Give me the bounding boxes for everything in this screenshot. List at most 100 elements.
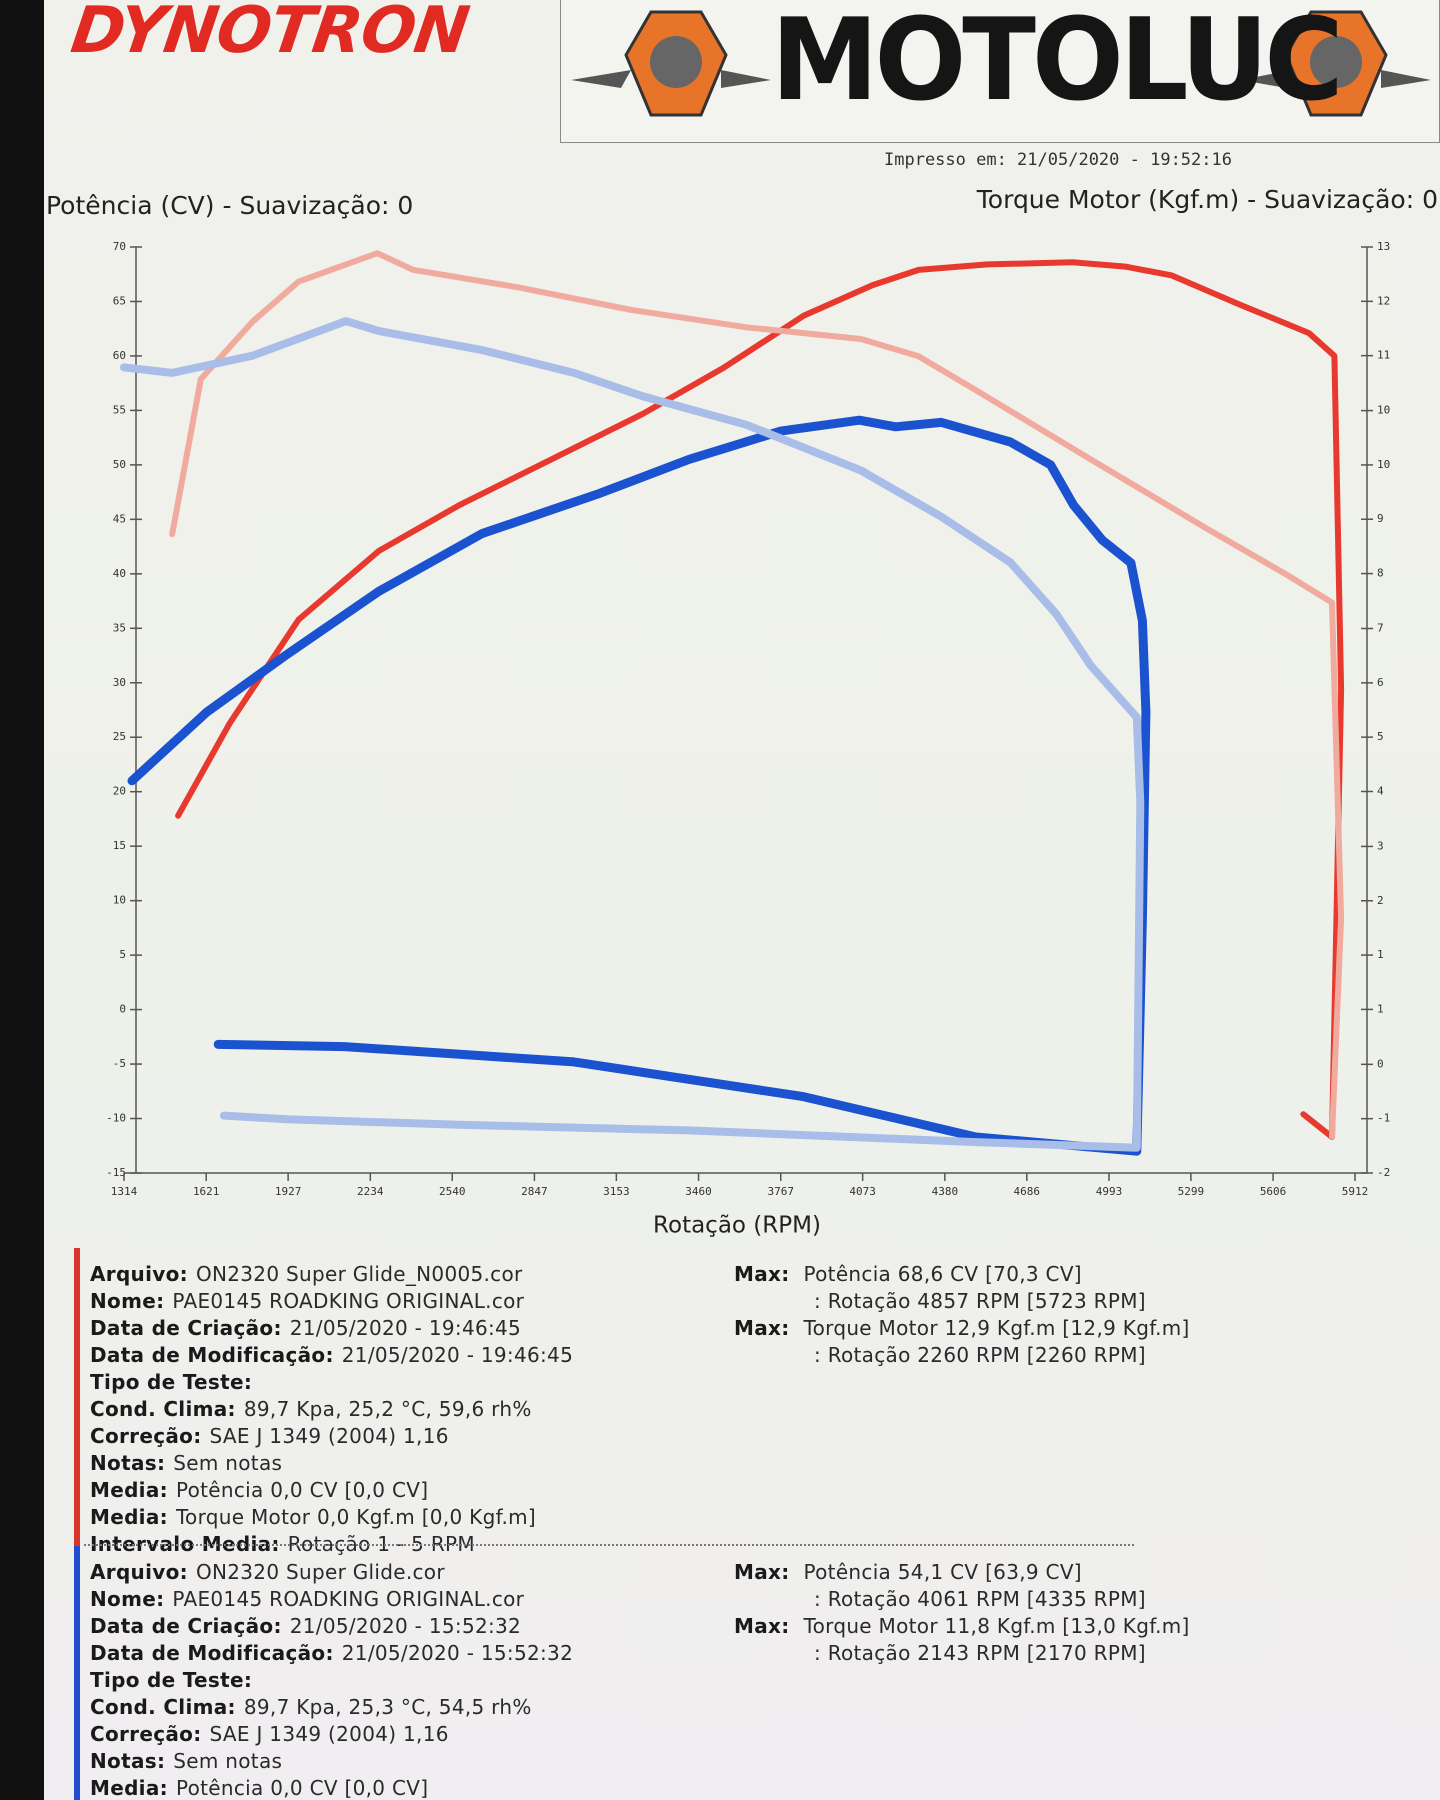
y2-tick-label: 0	[1377, 1057, 1384, 1070]
y2-tick-label: 11	[1377, 349, 1390, 362]
max-line: : Rotação 4061 RPM [4335 RPM]	[814, 1587, 1146, 1611]
y-tick-label: 45	[113, 512, 126, 525]
x-tick-label: 4073	[849, 1185, 876, 1198]
field-label: Arquivo:	[90, 1262, 188, 1286]
max-line: : Rotação 4857 RPM [5723 RPM]	[814, 1289, 1146, 1313]
field-label: Notas:	[90, 1451, 166, 1475]
max-line: : Rotação 2143 RPM [2170 RPM]	[814, 1641, 1146, 1665]
field-value: SAE J 1349 (2004) 1,16	[209, 1424, 449, 1448]
field-value: 89,7 Kpa, 25,2 °C, 59,6 rh%	[243, 1397, 532, 1421]
field-label: Tipo de Teste:	[90, 1668, 253, 1692]
x-tick-label: 1621	[193, 1185, 220, 1198]
y2-tick-label: 3	[1377, 839, 1384, 852]
field-value: Sem notas	[173, 1749, 283, 1773]
y-tick-label: 10	[113, 894, 126, 907]
max-value: : Rotação 4857 RPM [5723 RPM]	[814, 1289, 1146, 1313]
y-tick-label: -15	[106, 1166, 126, 1179]
x-tick-label: 5299	[1178, 1185, 1205, 1198]
field-label: Correção:	[90, 1722, 202, 1746]
max-value: Potência 54,1 CV [63,9 CV]	[803, 1560, 1082, 1584]
run-color-bar	[74, 1248, 80, 1551]
y2-tick-label: 5	[1377, 730, 1384, 743]
y-tick-label: -5	[113, 1057, 126, 1070]
series-line	[127, 415, 1151, 1156]
field-line: Arquivo: ON2320 Super Glide_N0005.cor	[90, 1262, 523, 1286]
y2-tick-label: 6	[1377, 676, 1384, 689]
x-tick-label: 1314	[111, 1185, 138, 1198]
field-line: Notas: Sem notas	[90, 1451, 282, 1475]
x-tick-label: 3767	[767, 1185, 794, 1198]
run-separator	[84, 1544, 1134, 1546]
y2-tick-label: 12	[1377, 294, 1390, 307]
field-label: Nome:	[90, 1289, 165, 1313]
title-left: Potência (CV) - Suavização: 0	[46, 191, 413, 220]
max-line: Max: Torque Motor 12,9 Kgf.m [12,9 Kgf.m]	[734, 1316, 1190, 1340]
emblem-right	[1241, 10, 1431, 117]
field-value: Potência 0,0 CV [0,0 CV]	[175, 1776, 429, 1800]
field-line: Tipo de Teste:	[90, 1668, 260, 1692]
max-value: : Rotação 2260 RPM [2260 RPM]	[814, 1343, 1146, 1367]
x-tick-label: 2540	[439, 1185, 466, 1198]
field-line: Notas: Sem notas	[90, 1749, 282, 1773]
field-line: Media: Potência 0,0 CV [0,0 CV]	[90, 1478, 428, 1502]
y-tick-label: 0	[119, 1003, 126, 1016]
field-value: 21/05/2020 - 15:52:32	[341, 1641, 574, 1665]
field-label: Data de Modificação:	[90, 1641, 334, 1665]
field-label: Tipo de Teste:	[90, 1370, 253, 1394]
field-value: PAE0145 ROADKING ORIGINAL.cor	[172, 1289, 525, 1313]
field-line: Data de Modificação: 21/05/2020 - 19:46:4…	[90, 1343, 573, 1367]
y2-tick-label: -2	[1377, 1166, 1390, 1179]
field-line: Tipo de Teste:	[90, 1370, 260, 1394]
y-tick-label: 35	[113, 621, 126, 634]
field-label: Media:	[90, 1478, 168, 1502]
field-line: Arquivo: ON2320 Super Glide.cor	[90, 1560, 445, 1584]
y2-tick-label: 4	[1377, 784, 1384, 797]
field-label: Media:	[90, 1776, 168, 1800]
y2-tick-label: 1	[1377, 1002, 1384, 1015]
max-label: Max:	[734, 1262, 790, 1286]
field-line: Data de Criação: 21/05/2020 - 19:46:45	[90, 1316, 521, 1340]
field-label: Media:	[90, 1505, 168, 1529]
field-value: 89,7 Kpa, 25,3 °C, 54,5 rh%	[243, 1695, 532, 1719]
y-tick-label: -10	[106, 1112, 126, 1125]
x-tick-label: 4686	[1014, 1185, 1041, 1198]
field-value: Potência 0,0 CV [0,0 CV]	[175, 1478, 429, 1502]
x-tick-label: 3460	[685, 1185, 712, 1198]
max-label: Max:	[734, 1316, 790, 1340]
max-value: Potência 68,6 CV [70,3 CV]	[803, 1262, 1082, 1286]
max-line: Max: Potência 68,6 CV [70,3 CV]	[734, 1262, 1082, 1286]
field-line: Media: Potência 0,0 CV [0,0 CV]	[90, 1776, 428, 1800]
run-info: Arquivo: ON2320 Super Glide_N0005.cor Nome…	[44, 0, 1440, 1800]
series-line	[169, 250, 1345, 1140]
field-value: 21/05/2020 - 19:46:45	[289, 1316, 522, 1340]
printed-date: Impresso em: 21/05/2020 - 19:52:16	[884, 150, 1232, 170]
y2-tick-label: -1	[1377, 1112, 1390, 1125]
x-axis-label: Rotação (RPM)	[653, 1213, 821, 1239]
field-label: Nome:	[90, 1587, 165, 1611]
field-line: Data de Criação: 21/05/2020 - 15:52:32	[90, 1614, 521, 1638]
y2-tick-label: 10	[1377, 404, 1390, 417]
x-tick-label: 4993	[1096, 1185, 1123, 1198]
x-tick-label: 4380	[932, 1185, 959, 1198]
y-tick-label: 50	[113, 458, 126, 471]
field-value: Torque Motor 0,0 Kgf.m [0,0 Kgf.m]	[175, 1505, 537, 1529]
x-tick-label: 2847	[521, 1185, 548, 1198]
field-label: Correção:	[90, 1424, 202, 1448]
max-value: Torque Motor 11,8 Kgf.m [13,0 Kgf.m]	[803, 1614, 1190, 1638]
field-line: Correção: SAE J 1349 (2004) 1,16	[90, 1722, 449, 1746]
series-line	[175, 259, 1345, 1140]
printout: DYNOTRON MOTOLUC Impresso em: 21/05/2020…	[44, 0, 1440, 1800]
field-label: Notas:	[90, 1749, 166, 1773]
y2-tick-label: 7	[1377, 622, 1384, 635]
series-line	[120, 317, 1145, 1152]
field-label: Data de Modificação:	[90, 1343, 334, 1367]
field-line: Data de Modificação: 21/05/2020 - 15:52:3…	[90, 1641, 573, 1665]
field-line: Cond. Clima: 89,7 Kpa, 25,2 °C, 59,6 rh%	[90, 1397, 532, 1421]
y2-tick-label: 13	[1377, 240, 1390, 253]
y-tick-label: 30	[113, 676, 126, 689]
field-line: Cond. Clima: 89,7 Kpa, 25,3 °C, 54,5 rh%	[90, 1695, 532, 1719]
field-value: Sem notas	[173, 1451, 283, 1475]
x-tick-label: 1927	[275, 1185, 302, 1198]
x-tick-label: 5912	[1342, 1185, 1369, 1198]
